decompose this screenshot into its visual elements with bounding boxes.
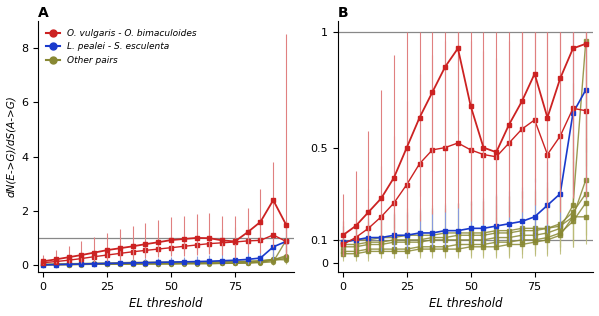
X-axis label: EL threshold: EL threshold <box>429 297 503 310</box>
X-axis label: EL threshold: EL threshold <box>129 297 202 310</box>
Y-axis label: dN(E->G)/dS(A->G): dN(E->G)/dS(A->G) <box>5 95 16 197</box>
Legend: O. vulgaris - O. bimaculoides, L. pealei - S. esculenta, Other pairs: O. vulgaris - O. bimaculoides, L. pealei… <box>43 25 200 69</box>
Text: B: B <box>338 6 349 20</box>
Text: A: A <box>38 6 49 20</box>
